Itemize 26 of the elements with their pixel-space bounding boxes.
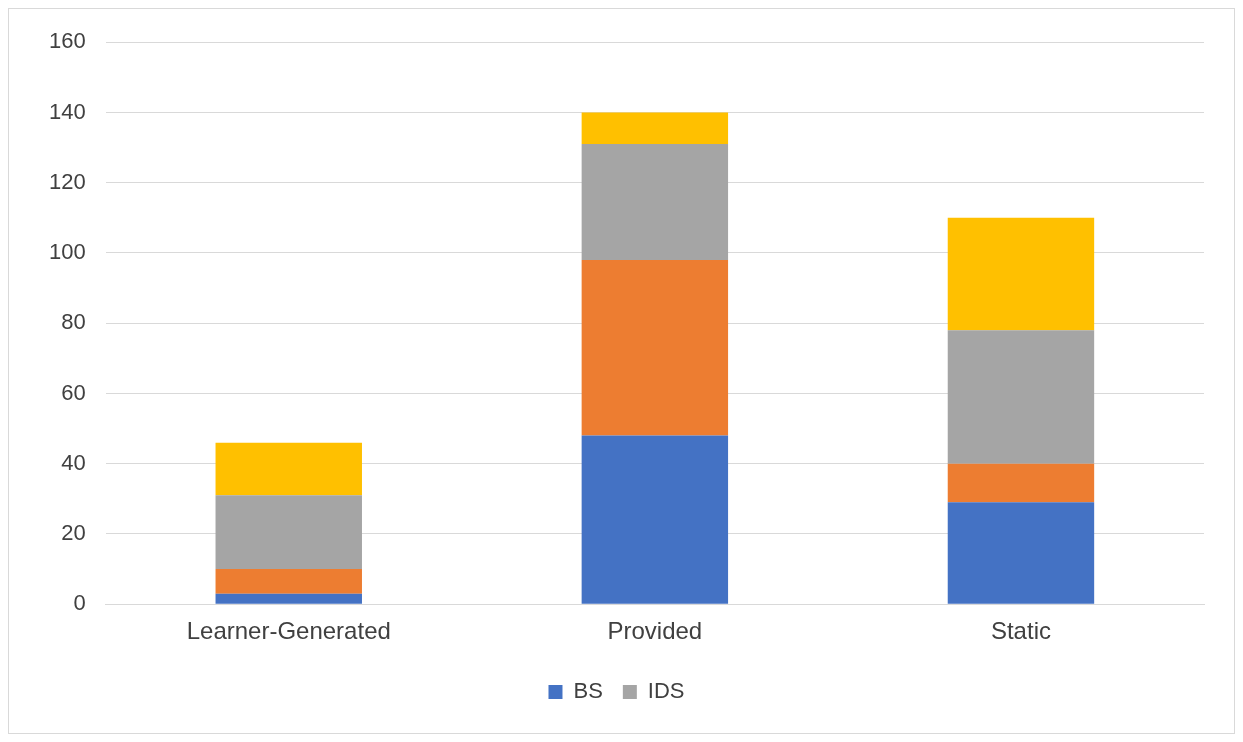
bar: [581, 435, 729, 604]
y-tick-label: 40: [61, 449, 86, 475]
y-tick-label: 100: [48, 239, 86, 265]
x-tick-label: Provided: [607, 617, 703, 645]
x-tick-label: Static: [990, 617, 1051, 645]
bar: [215, 495, 362, 570]
bar: [581, 112, 729, 145]
bar: [215, 569, 362, 594]
bar: [947, 463, 1095, 503]
bar: [947, 217, 1095, 331]
legend-label: IDS: [647, 678, 685, 704]
bar: [581, 144, 729, 260]
y-tick-label: 20: [61, 520, 86, 546]
x-tick-label: Learner-Generated: [186, 617, 391, 645]
y-tick-label: 0: [73, 590, 86, 616]
bar: [947, 502, 1095, 604]
bar: [215, 442, 362, 496]
bar: [947, 330, 1095, 464]
bar: [581, 259, 729, 436]
y-tick-label: 140: [48, 98, 86, 124]
bar: [215, 593, 362, 604]
y-tick-label: 120: [48, 168, 86, 194]
y-tick-label: 60: [61, 379, 86, 405]
y-tick-label: 160: [48, 28, 86, 54]
legend-label: BS: [573, 678, 603, 704]
y-tick-label: 80: [61, 309, 86, 335]
